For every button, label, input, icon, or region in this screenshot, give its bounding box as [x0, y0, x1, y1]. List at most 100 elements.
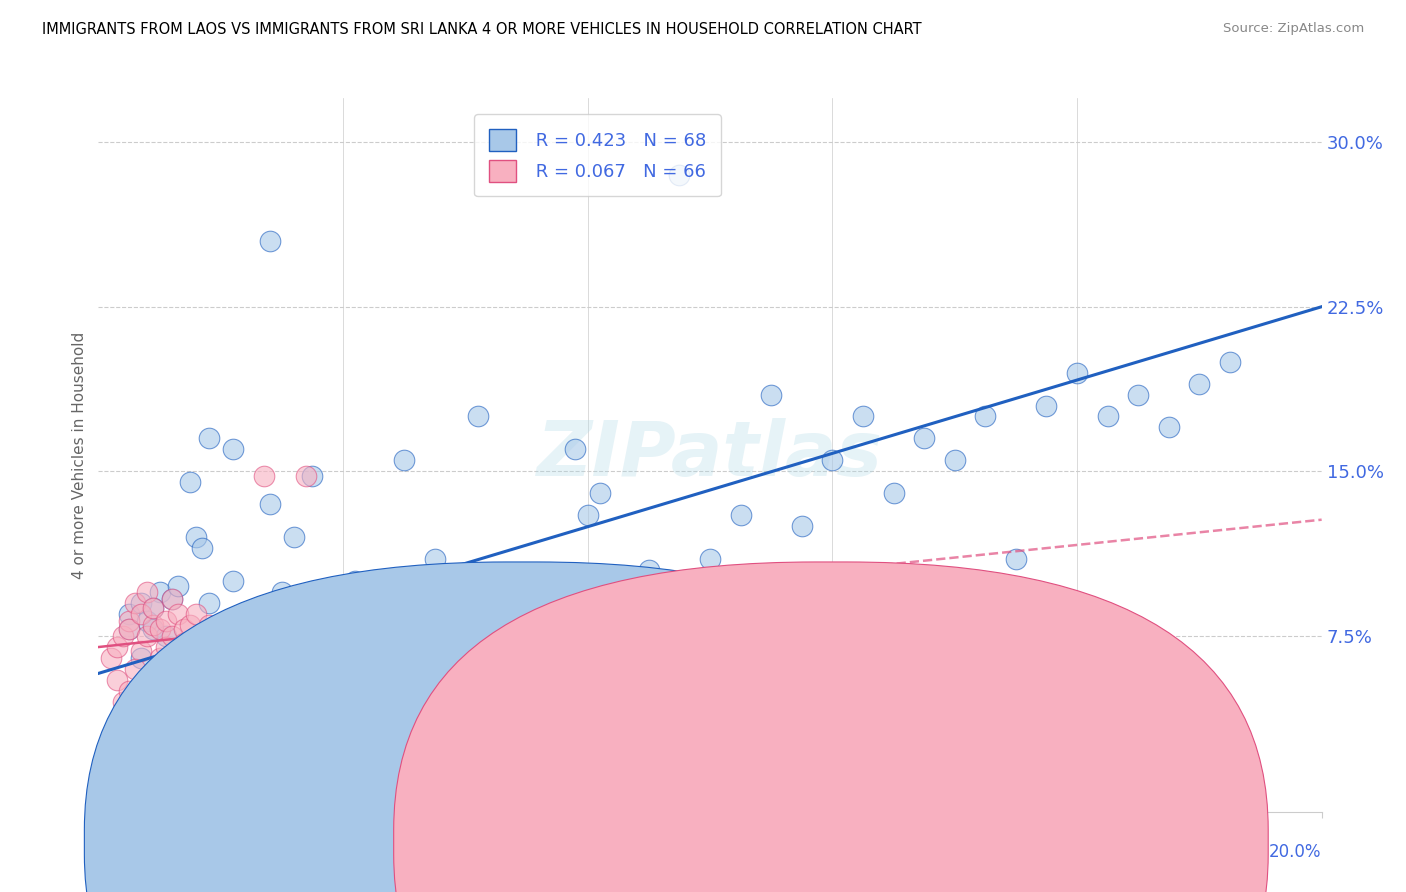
Point [155, 640, 177, 654]
Point [124, 596, 146, 610]
Point [699, 552, 721, 566]
Point [167, 697, 190, 711]
Point [129, 644, 152, 658]
Point [136, 585, 159, 599]
Point [516, 607, 538, 621]
Point [240, 695, 263, 709]
Point [142, 717, 165, 731]
Text: IMMIGRANTS FROM LAOS VS IMMIGRANTS FROM SRI LANKA 4 OR MORE VEHICLES IN HOUSEHOL: IMMIGRANTS FROM LAOS VS IMMIGRANTS FROM … [42, 22, 922, 37]
Point [160, 629, 183, 643]
Point [467, 409, 489, 424]
Point [186, 695, 208, 709]
Point [546, 574, 568, 589]
Point [1004, 552, 1026, 566]
Point [197, 596, 219, 610]
Point [222, 442, 245, 457]
Point [111, 629, 134, 643]
Point [363, 596, 385, 610]
Point [283, 607, 305, 621]
Text: Immigrants from Sri Lanka: Immigrants from Sri Lanka [858, 833, 1078, 851]
Point [129, 701, 152, 715]
Point [179, 640, 201, 654]
Point [259, 629, 281, 643]
Point [142, 600, 165, 615]
Point [167, 607, 190, 621]
Point [209, 623, 232, 637]
Point [191, 541, 214, 556]
Point [222, 673, 245, 687]
Point [222, 574, 245, 589]
Point [197, 618, 219, 632]
Point [167, 578, 190, 592]
Point [381, 618, 404, 632]
Point [392, 453, 416, 467]
Point [173, 635, 195, 649]
Point [124, 662, 146, 676]
Point [179, 666, 201, 681]
Point [423, 552, 446, 566]
Point [222, 635, 245, 649]
Point [209, 717, 232, 731]
Point [155, 614, 177, 628]
Point [607, 585, 630, 599]
Point [118, 607, 141, 621]
Point [270, 585, 292, 599]
Point [576, 508, 599, 523]
Point [503, 574, 526, 589]
Point [179, 710, 201, 724]
Point [136, 689, 159, 703]
Point [441, 607, 464, 621]
Point [142, 618, 165, 632]
Point [155, 629, 177, 643]
Point [160, 591, 183, 606]
Point [149, 585, 172, 599]
Point [111, 695, 134, 709]
Point [252, 468, 274, 483]
Point [912, 432, 935, 446]
Point [821, 453, 844, 467]
Point [332, 651, 354, 665]
Point [129, 596, 152, 610]
Point [852, 409, 875, 424]
Legend:  R = 0.423   N = 68,  R = 0.067   N = 66: R = 0.423 N = 68, R = 0.067 N = 66 [474, 114, 721, 196]
Point [191, 684, 214, 698]
Point [332, 651, 354, 665]
Point [204, 629, 226, 643]
Point [974, 409, 997, 424]
Point [589, 486, 612, 500]
Point [167, 644, 190, 658]
Point [246, 640, 269, 654]
Point [485, 596, 508, 610]
Point [118, 684, 141, 698]
Point [319, 607, 342, 621]
Point [405, 585, 427, 599]
Point [1188, 376, 1211, 391]
Point [1035, 399, 1057, 413]
Point [730, 508, 752, 523]
Point [105, 673, 128, 687]
Y-axis label: 4 or more Vehicles in Household: 4 or more Vehicles in Household [72, 331, 87, 579]
Text: Source: ZipAtlas.com: Source: ZipAtlas.com [1223, 22, 1364, 36]
Point [283, 530, 305, 544]
Point [191, 640, 214, 654]
Point [118, 623, 141, 637]
Point [149, 706, 172, 720]
Point [295, 468, 318, 483]
Point [209, 618, 232, 632]
Point [142, 600, 165, 615]
Point [173, 673, 195, 687]
Point [155, 680, 177, 694]
Point [1128, 387, 1150, 401]
Point [197, 432, 219, 446]
Point [454, 585, 477, 599]
Point [668, 168, 690, 182]
Point [344, 574, 367, 589]
Point [1219, 354, 1241, 368]
Point [1066, 366, 1088, 380]
Point [186, 530, 208, 544]
Point [149, 623, 172, 637]
Point [270, 701, 292, 715]
Point [790, 519, 813, 533]
Text: ZIPatlas: ZIPatlas [537, 418, 883, 491]
Point [160, 666, 183, 681]
